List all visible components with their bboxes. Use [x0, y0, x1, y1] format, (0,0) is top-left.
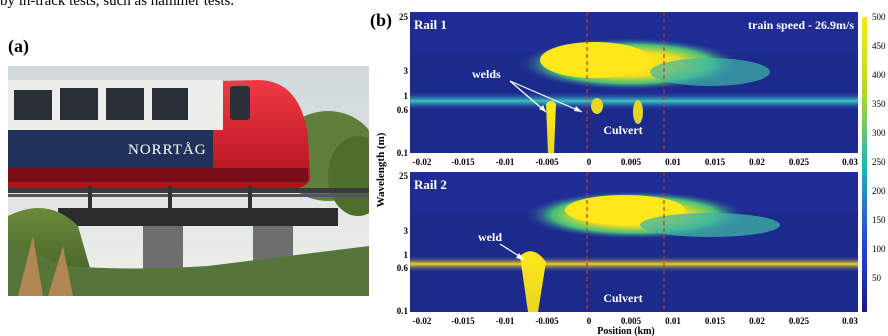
rail1-ytick-25: 25	[399, 12, 409, 22]
colorbar-tick: 400	[872, 70, 886, 80]
colorbar-tick: 100	[872, 244, 886, 254]
rail2-ytick-25: 25	[399, 171, 409, 181]
rail1-ytick-1: 1	[404, 91, 409, 101]
colorbar-ticks: 500 450 400 350 300 250 200 150 100 50	[872, 12, 886, 283]
rail2-heatmap: Rail 2 weld Culvert 25 3 1 0.6 0.1	[397, 171, 858, 316]
rail1-culvert-label: Culvert	[603, 123, 642, 137]
colorbar-tick: 500	[872, 12, 886, 22]
colorbar-tick: 300	[872, 128, 886, 138]
rail2-ytick-0.6: 0.6	[397, 263, 409, 273]
rail1-xtick: -0.02	[413, 157, 432, 167]
rail2-weld-label: weld	[478, 230, 502, 244]
rail1-xtick: 0.03	[842, 157, 858, 167]
rail2-ytick-1: 1	[404, 250, 409, 260]
rail1-xtick: 0.02	[749, 157, 765, 167]
rail1-weld-label: welds	[472, 67, 501, 81]
colorbar-tick: 50	[872, 273, 882, 283]
rail2-xtick: -0.005	[535, 316, 559, 326]
rail1-ytick-0.6: 0.6	[397, 105, 409, 115]
panel-a-label: (a)	[8, 36, 29, 56]
rail2-culvert-label: Culvert	[603, 291, 642, 305]
caption-fragment: by in-track tests, such as hammer tests.	[0, 0, 235, 9]
y-axis-label: Wavelength (m)	[375, 132, 387, 207]
rail2-ytick-3: 3	[404, 226, 409, 236]
rail1-xtick: -0.015	[451, 157, 475, 167]
rail1-ytick-3: 3	[404, 66, 409, 76]
rail1-xtick: 0.005	[621, 157, 642, 167]
rail2-xtick: -0.02	[413, 316, 432, 326]
colorbar-tick: 200	[872, 186, 886, 196]
rail2-xtick: 0.025	[789, 316, 810, 326]
rail2-xtick: 0.015	[705, 316, 726, 326]
colorbar-tick: 150	[872, 215, 886, 225]
rail2-xtick: -0.015	[451, 316, 475, 326]
rail2-ytick-0.1: 0.1	[397, 306, 409, 316]
x-axis-label: Position (km)	[597, 326, 655, 336]
rail1-xtick: 0.015	[705, 157, 726, 167]
colorbar-tick: 250	[872, 157, 886, 167]
rail2-xtick: 0.02	[749, 316, 765, 326]
rail2-xtick: 0.005	[621, 316, 642, 326]
colorbar-tick: 450	[872, 41, 886, 51]
rail2-xtick: -0.01	[496, 316, 515, 326]
rail2-xtick: 0.01	[665, 316, 681, 326]
rail1-xtick: 0	[587, 157, 592, 167]
rail1-xtick: 0.01	[665, 157, 681, 167]
rail1-ytick-0.1: 0.1	[397, 148, 409, 158]
rail2-xtick: 0	[587, 316, 592, 326]
figure-b: Wavelength (m) Rail 1 train speed - 26.9…	[375, 12, 886, 336]
rail1-title: Rail 1	[414, 17, 447, 32]
rail2-title: Rail 2	[414, 177, 447, 192]
colorbar-tick: 350	[872, 99, 886, 109]
speed-note: train speed - 26.9m/s	[748, 18, 854, 32]
rail1-xtick: -0.005	[535, 157, 559, 167]
train-branding: NORRTÅG	[128, 142, 207, 158]
rail1-xtick: -0.01	[496, 157, 515, 167]
rail2-xtick: 0.03	[842, 316, 858, 326]
rail1-xtick: 0.025	[789, 157, 810, 167]
train-photo: NORRTÅG	[8, 66, 369, 296]
colorbar	[862, 17, 867, 312]
panel-b-label: (b)	[370, 10, 392, 30]
rail1-heatmap: Rail 1 train speed - 26.9m/s welds Culve…	[397, 12, 858, 158]
